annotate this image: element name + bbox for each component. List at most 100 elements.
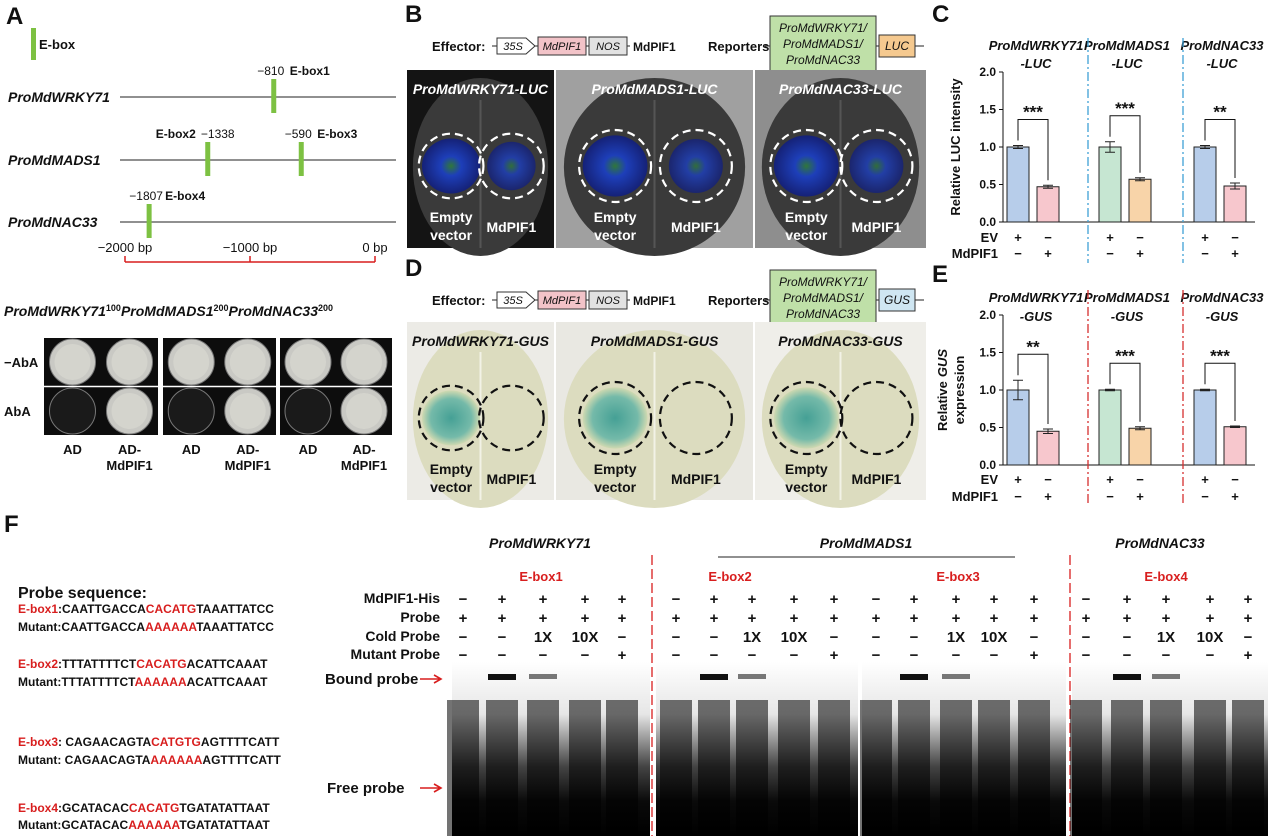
text-part: Relative [935,381,950,431]
gel-lane [1018,700,1050,836]
ebox-site [271,79,277,113]
column-label: AD [182,442,201,457]
yeast-spot-center [346,344,382,380]
sign: + [1201,230,1209,245]
construct-name: MdPIF1 [633,40,676,54]
error-bar [1043,428,1053,434]
lane-sign: − [1030,629,1039,646]
sign: + [1136,246,1144,261]
reporter-promoter-text: ProMdWRKY71/ [779,275,869,289]
error-bar [1105,388,1115,392]
lane-sign: + [1244,591,1253,608]
text-part: :TTTATTTTCT [58,657,137,671]
leaf-title: ProMdNAC33-GUS [778,333,903,349]
sign: − [1231,472,1239,487]
lane-sign: + [1123,591,1132,608]
text-part: Mutant:TTTATTTTCT [18,675,136,689]
lane-sign: − [1082,629,1091,646]
lane-sign: − [872,647,881,664]
lane-sign: + [1162,610,1171,627]
terminator-text: NOS [596,41,621,53]
lane-sign: − [672,647,681,664]
lane-sign: − [830,629,839,646]
lane-sign: 10X [1197,629,1224,646]
row-label: Probe [400,609,440,625]
lane-sign: + [952,591,961,608]
row-label: Mutant Probe [351,646,441,662]
sign: − [1231,230,1239,245]
stain [668,139,723,193]
dashed-circle [839,380,914,456]
reporter-promoter-text: ProMdNAC33 [786,53,860,67]
text-part: AGTTTTCATT [201,735,280,749]
gel-lane [1232,700,1264,836]
reporter-text: GUS [884,293,910,307]
group-title: -LUC [1206,56,1238,71]
lane-sign: + [618,610,627,627]
lane-sign: − [990,647,999,664]
text-part: ACATTCAAAT [187,657,269,671]
dashed-circle [417,132,485,200]
reporter-promoter-text: ProMdWRKY71/ [779,21,869,35]
lane-sign: + [581,591,590,608]
lane-sign: + [1244,610,1253,627]
lane-sign: + [1206,591,1215,608]
error-bar [1230,182,1240,190]
text-part: Mutant: CAGAACAGTA [18,753,151,767]
reporter-promoter-text: ProMdNAC33 [786,307,860,321]
text-part: TAAATTATCC [196,602,274,616]
lane-sign: + [539,610,548,627]
yeast-spot-center [229,393,266,429]
lane-sign: + [790,610,799,627]
row-label: AbA [4,404,31,419]
lane-sign: − [910,647,919,664]
bar [1006,389,1030,466]
y-tick-label: 1.5 [979,103,996,117]
group-title: ProMdMADS1 [1084,290,1170,305]
lane-sign: − [618,629,627,646]
group-title: ProMdMADS1 [1084,38,1170,53]
lane-sign: + [1123,610,1132,627]
dashed-circle [477,384,545,452]
text-part: CATGTG [151,735,201,749]
group-title: -GUS [1020,309,1053,324]
lane-sign: − [498,647,507,664]
dashed-circle [417,384,485,452]
text-part: TAAATTATCC [196,620,274,634]
text-part: ACATTCAAAT [187,675,269,689]
sign: − [1201,246,1209,261]
group-title: -GUS [1206,309,1239,324]
lane-sign: − [459,629,468,646]
lane-sign: − [459,591,468,608]
column-label: MdPIF1 [106,458,152,473]
lane-sign: + [748,591,757,608]
lane-sign: + [830,647,839,664]
leaf-title: ProMdWRKY71-LUC [413,81,549,97]
panel-label: B [405,1,422,28]
lane-sign: 1X [534,629,552,646]
stain [421,138,481,194]
leaf-label: MdPIF1 [671,471,721,487]
leaf-label: Empty [594,461,637,477]
lane-sign: 10X [781,629,808,646]
lane-sign: − [672,591,681,608]
mutant-sequence: Mutant:GCATACACAAAAAATGATATATTAAT [18,818,270,832]
group-title: ProMdNAC33 [1180,38,1264,53]
error-bar [1013,145,1023,149]
sign: + [1136,489,1144,504]
lane-sign: − [459,647,468,664]
gel-lane [818,700,850,836]
bar [1223,426,1247,466]
text-part: :CAATTGACCA [58,602,146,616]
lane-sign: + [830,591,839,608]
gel-lane [736,700,768,836]
gene-text: MdPIF1 [543,41,582,53]
error-bar [1200,388,1210,392]
lane-sign: + [539,591,548,608]
y-tick-label: 0.0 [979,458,996,472]
lane-sign: − [539,647,548,664]
reporter-promoter-box [769,15,877,74]
stain [849,139,904,193]
